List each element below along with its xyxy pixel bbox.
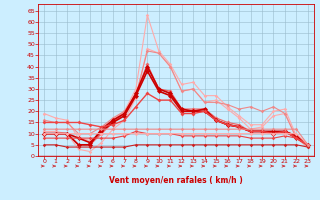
X-axis label: Vent moyen/en rafales ( km/h ): Vent moyen/en rafales ( km/h ) bbox=[109, 176, 243, 185]
